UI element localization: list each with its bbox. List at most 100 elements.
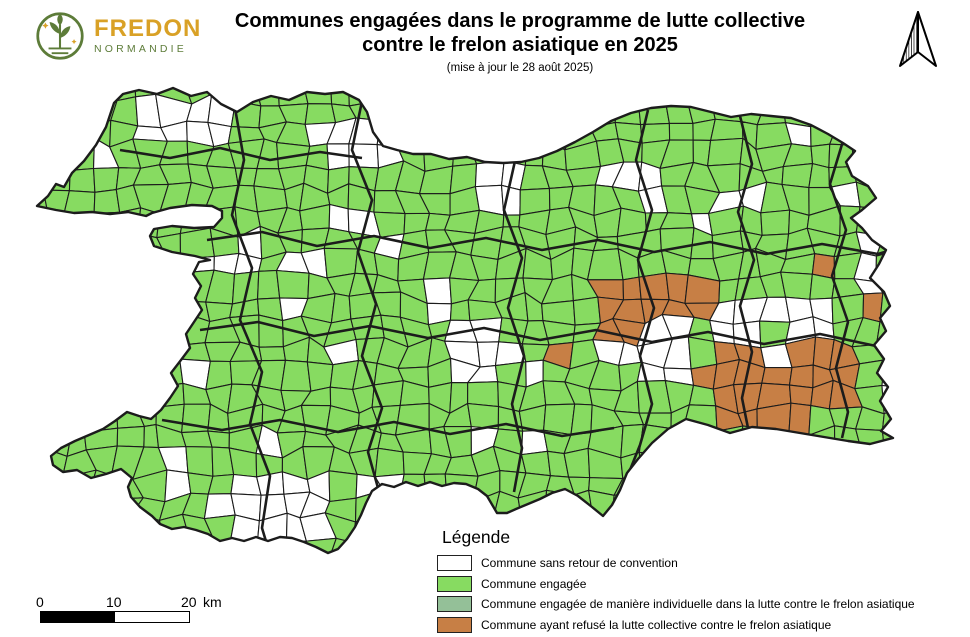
commune-polygon <box>63 190 96 215</box>
commune-polygon <box>38 358 64 383</box>
commune-polygon <box>924 470 955 499</box>
commune-polygon <box>543 403 576 436</box>
commune-polygon <box>860 448 885 478</box>
commune-polygon <box>467 381 500 408</box>
commune-polygon <box>69 120 96 151</box>
commune-polygon <box>520 429 549 456</box>
commune-polygon <box>60 248 96 277</box>
commune-polygon <box>203 493 236 520</box>
map-title-line1: Communes engagées dans le programme de l… <box>234 10 806 32</box>
scale-tick-0: 0 <box>36 594 44 610</box>
legend-swatch-engaged <box>437 575 472 592</box>
commune-polygon <box>900 139 931 170</box>
commune-polygon <box>181 430 213 448</box>
commune-polygon <box>524 138 545 167</box>
commune-polygon <box>422 490 447 521</box>
commune-polygon <box>449 299 471 322</box>
commune-polygon <box>93 167 120 193</box>
commune-polygon <box>397 98 426 127</box>
commune-polygon <box>788 402 812 436</box>
commune-polygon <box>157 313 189 346</box>
commune-polygon <box>37 118 47 147</box>
commune-polygon <box>66 101 90 128</box>
commune-polygon <box>855 428 885 452</box>
commune-polygon <box>469 88 500 107</box>
commune-polygon <box>350 540 385 553</box>
commune-polygon <box>778 449 811 475</box>
commune-polygon <box>376 511 408 542</box>
commune-polygon <box>682 427 718 455</box>
epci-boundary <box>206 230 893 256</box>
commune-polygon <box>252 557 282 582</box>
commune-polygon <box>277 88 309 107</box>
commune-polygon <box>161 533 192 553</box>
commune-polygon <box>541 88 575 105</box>
commune-polygon <box>37 293 47 326</box>
commune-polygon <box>59 358 95 383</box>
commune-polygon <box>908 497 929 523</box>
commune-polygon <box>60 274 96 302</box>
commune-polygon <box>37 212 49 237</box>
commune-polygon <box>132 255 169 281</box>
commune-polygon <box>778 434 810 453</box>
commune-polygon <box>926 365 957 387</box>
commune-polygon <box>65 88 91 105</box>
commune-polygon <box>377 88 405 102</box>
commune-polygon <box>905 169 931 187</box>
commune-polygon <box>515 124 553 147</box>
commune-polygon <box>687 336 718 370</box>
commune-polygon <box>875 185 893 211</box>
commune-polygon <box>156 258 183 274</box>
commune-polygon <box>230 88 262 107</box>
commune-polygon <box>760 490 793 518</box>
commune-polygon <box>251 541 288 553</box>
epci-boundary <box>626 109 656 476</box>
commune-polygon <box>421 88 456 105</box>
commune-polygon <box>876 497 893 523</box>
commune-polygon <box>901 209 933 237</box>
commune-polygon <box>685 88 713 95</box>
commune-polygon <box>68 403 93 433</box>
department-outline <box>35 86 895 555</box>
commune-polygon <box>902 343 927 365</box>
commune-polygon <box>900 298 935 321</box>
commune-polygon <box>709 93 743 123</box>
scale-unit: km <box>203 594 222 610</box>
commune-polygon <box>89 341 113 369</box>
commune-polygon <box>39 141 72 171</box>
scale-bar-rule <box>40 611 190 623</box>
commune-polygon <box>64 514 95 541</box>
commune-polygon <box>281 540 309 553</box>
commune-polygon <box>709 88 741 106</box>
commune-polygon <box>140 298 161 321</box>
commune-polygon <box>87 559 116 587</box>
commune-polygon <box>475 102 500 129</box>
commune-polygon <box>60 293 92 326</box>
commune-polygon <box>37 446 42 479</box>
commune-polygon <box>115 562 137 582</box>
commune-polygon <box>901 227 930 255</box>
commune-polygon <box>875 226 893 257</box>
epci-boundary <box>502 160 526 493</box>
commune-polygon <box>376 534 400 553</box>
commune-polygon <box>114 381 138 411</box>
commune-polygon <box>707 137 744 167</box>
commune-polygon <box>924 338 957 366</box>
commune-polygon <box>83 405 119 433</box>
commune-polygon <box>882 208 893 237</box>
commune-polygon <box>39 251 69 282</box>
commune-polygon <box>156 556 190 585</box>
commune-polygon <box>37 475 44 496</box>
commune-polygon <box>69 137 96 171</box>
commune-polygon <box>108 543 137 553</box>
commune-polygon <box>141 339 160 368</box>
commune-polygon <box>924 535 950 568</box>
commune-polygon <box>924 187 958 211</box>
commune-polygon <box>688 384 717 407</box>
commune-polygon <box>17 559 44 586</box>
commune-polygon <box>397 118 426 148</box>
commune-polygon <box>666 493 694 522</box>
commune-polygon <box>37 213 65 237</box>
commune-polygon <box>563 447 591 479</box>
